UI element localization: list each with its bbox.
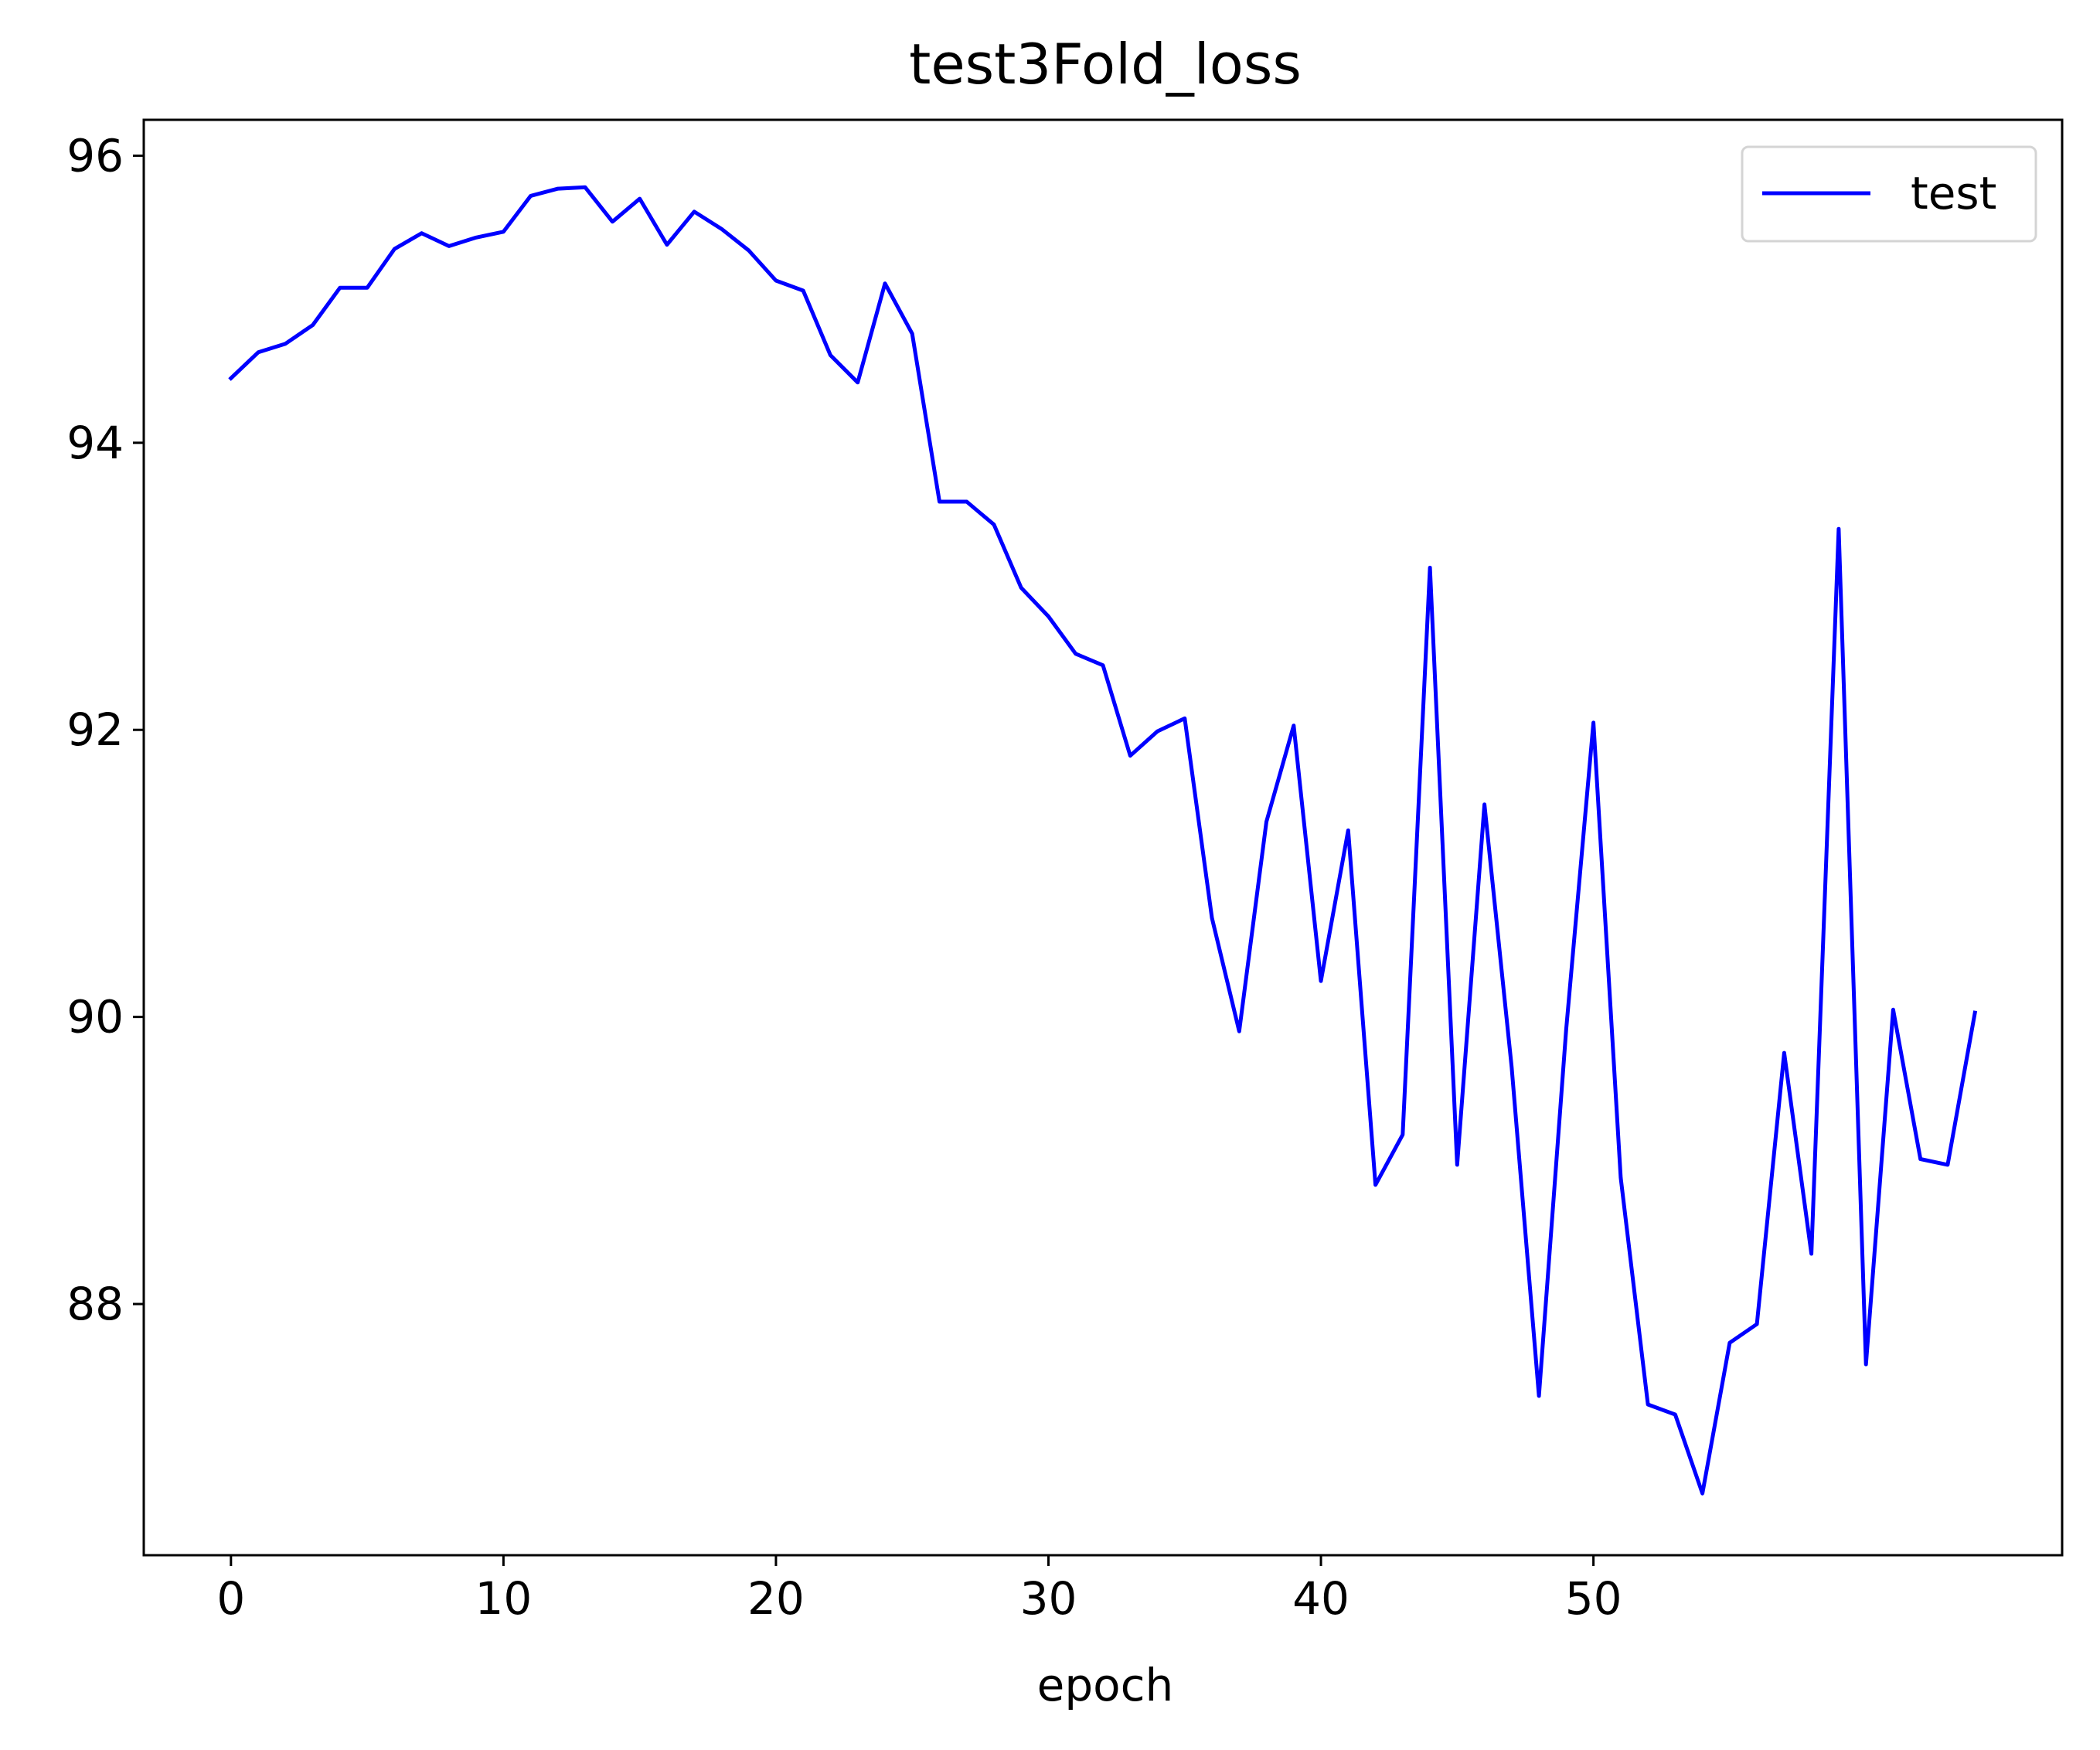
legend: test: [1741, 145, 2037, 243]
x-tick-label: 0: [216, 1572, 245, 1625]
x-tick-label: 50: [1565, 1572, 1622, 1625]
plot-area: [228, 185, 1978, 1496]
y-tick-label: 94: [66, 417, 124, 469]
series-line-test: [228, 185, 1978, 1496]
axes: 0 10 20 30 40 50 88 90 92 94 96: [66, 118, 2064, 1625]
legend-label-test: test: [1911, 167, 1996, 220]
chart-title: test3Fold_loss: [909, 32, 1302, 97]
x-tick-label: 40: [1292, 1572, 1350, 1625]
y-tick-label: 96: [66, 129, 124, 182]
x-axis-label: epoch: [1037, 1659, 1174, 1711]
axes-frame: [142, 118, 2064, 1557]
x-tick-label: 30: [1020, 1572, 1077, 1625]
y-tick-label: 90: [66, 991, 124, 1044]
y-tick-label: 88: [66, 1278, 124, 1330]
x-tick-label: 10: [475, 1572, 532, 1625]
x-tick-label: 20: [747, 1572, 805, 1625]
y-tick-label: 92: [66, 703, 124, 756]
legend-box: [1741, 145, 2037, 243]
